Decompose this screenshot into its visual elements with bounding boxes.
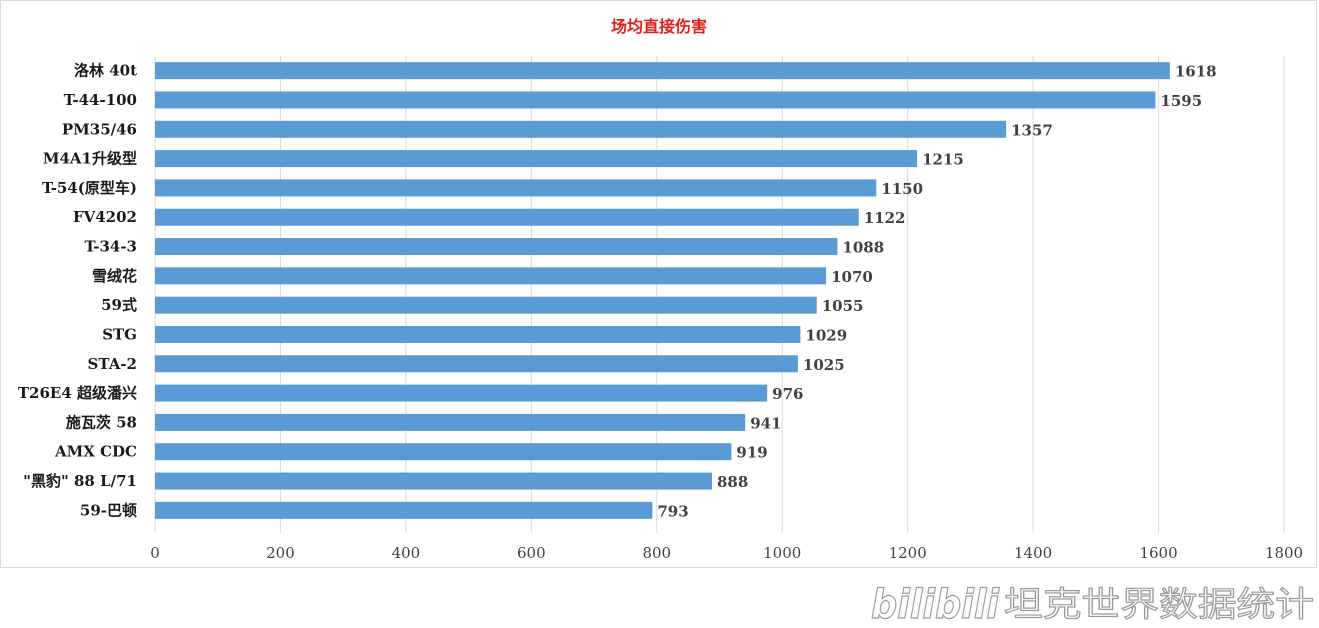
value-label: 976: [772, 385, 803, 403]
bar: [155, 150, 918, 168]
category-label: AMX CDC: [54, 443, 137, 461]
category-label: 施瓦茨 58: [66, 413, 137, 431]
category-label: STA-2: [88, 355, 137, 373]
watermark-logo: bilibili: [871, 582, 1000, 628]
chart-title: 场均直接伤害: [611, 17, 707, 36]
category-label: T-44-100: [64, 91, 137, 109]
category-labels: 洛林 40t T-44-100 PM35/46 M4A1升级型 T-54(原型车) FV4…: [18, 62, 137, 520]
category-label: T-54(原型车): [42, 179, 137, 197]
category-label: FV4202: [73, 208, 137, 226]
x-tick-label: 200: [266, 544, 295, 562]
x-tick-label: 1200: [889, 544, 927, 562]
value-labels: 1618 1595 1357 1215 1150 1122 1088 1070 1055 1029…: [657, 63, 1216, 521]
bar: [155, 443, 732, 461]
bar: [155, 267, 827, 285]
x-axis-ticks: 0 200 400 600 800 1000 1200 1400 1600 1800: [150, 544, 1303, 562]
category-label: T-34-3: [85, 238, 137, 256]
bar: [155, 296, 817, 314]
bar: [155, 501, 653, 519]
value-label: 793: [657, 502, 688, 520]
watermark: bilibili 坦克世界数据统计: [870, 581, 1314, 628]
value-label: 941: [750, 414, 781, 432]
x-tick-label: 1800: [1265, 544, 1303, 562]
bar: [155, 384, 768, 402]
x-tick-label: 1600: [1139, 544, 1177, 562]
category-label: M4A1升级型: [43, 150, 137, 168]
bar: [155, 208, 859, 226]
category-label: 59式: [101, 296, 137, 314]
value-label: 1595: [1160, 92, 1202, 110]
value-label: 1055: [822, 297, 864, 315]
value-label: 888: [717, 473, 748, 491]
bar: [155, 62, 1170, 80]
value-label: 1215: [922, 151, 964, 169]
bar: [155, 179, 877, 197]
value-label: 1150: [881, 180, 923, 198]
bar: [155, 325, 801, 343]
category-label: "黑豹" 88 L/71: [23, 472, 137, 490]
x-tick-label: 0: [150, 544, 160, 562]
x-tick-label: 600: [517, 544, 546, 562]
bar: [155, 472, 712, 490]
value-label: 1070: [831, 268, 873, 286]
category-label: 雪绒花: [92, 267, 137, 285]
bar: [155, 413, 746, 431]
watermark-text: 坦克世界数据统计: [1004, 585, 1314, 625]
bars: [155, 62, 1170, 519]
x-tick-label: 400: [392, 544, 421, 562]
category-label: 59-巴顿: [80, 501, 137, 519]
value-label: 919: [736, 444, 767, 462]
value-label: 1357: [1011, 121, 1053, 139]
x-tick-label: 800: [642, 544, 671, 562]
category-label: STG: [102, 325, 137, 343]
x-tick-label: 1000: [763, 544, 801, 562]
category-label: PM35/46: [62, 120, 137, 138]
bar: [155, 91, 1156, 109]
x-tick-label: 1400: [1014, 544, 1052, 562]
bar: [155, 120, 1007, 138]
value-label: 1025: [803, 356, 845, 374]
bar: [155, 355, 798, 373]
value-label: 1088: [842, 239, 884, 257]
value-label: 1618: [1175, 63, 1217, 81]
value-label: 1122: [864, 209, 906, 227]
category-label: 洛林 40t: [74, 62, 137, 80]
value-label: 1029: [805, 326, 847, 344]
bar: [155, 238, 838, 256]
category-label: T26E4 超级潘兴: [18, 384, 137, 402]
